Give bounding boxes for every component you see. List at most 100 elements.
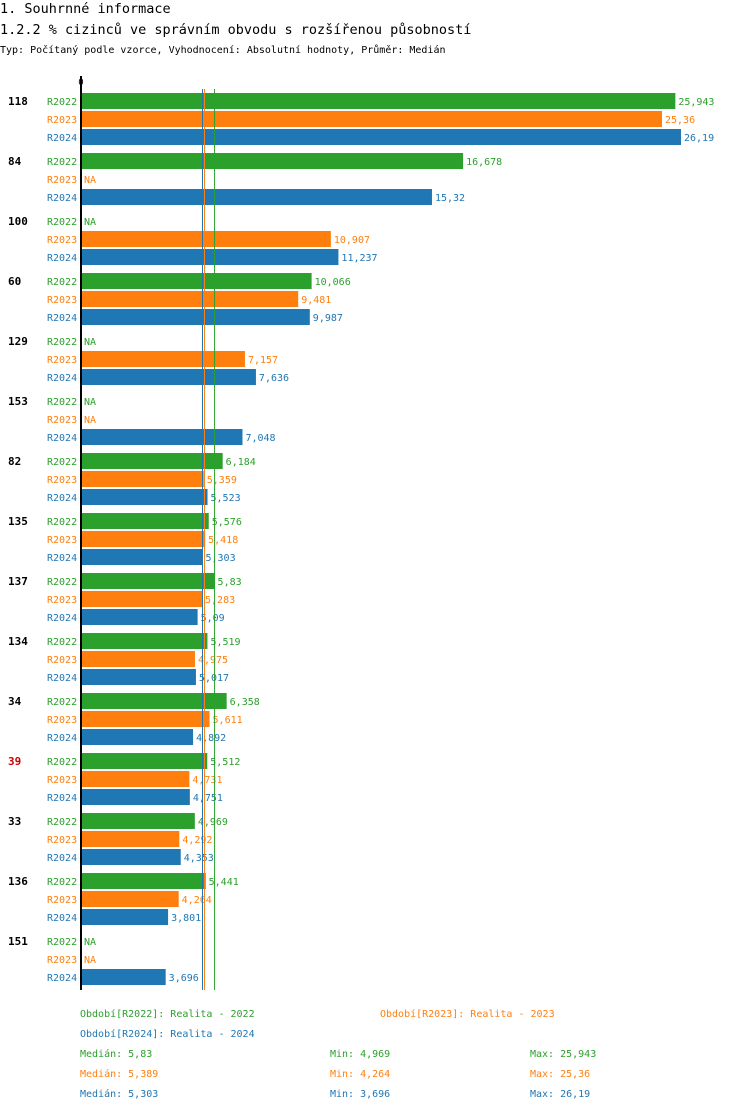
- stat-median-2023: Medián: 5,389: [80, 1069, 159, 1080]
- value-label-82-R2024: 5,523: [211, 493, 241, 504]
- series-label-129-R2022: R2022: [47, 337, 77, 348]
- value-label-33-R2024: 4,353: [184, 853, 214, 864]
- value-label-153-R2023: NA: [84, 415, 96, 426]
- bar-34-R2022: [81, 693, 227, 709]
- bar-60-R2022: [81, 273, 312, 289]
- legend-period-2024: Období[R2024]: Realita - 2024: [80, 1029, 255, 1040]
- bar-135-R2024: [81, 549, 203, 565]
- series-label-84-R2023: R2023: [47, 175, 77, 186]
- value-label-60-R2022: 10,066: [315, 277, 351, 288]
- value-label-118-R2023: 25,36: [665, 115, 695, 126]
- category-label-135: 135: [8, 515, 28, 528]
- bar-135-R2022: [81, 513, 209, 529]
- bar-151-R2024: [81, 969, 166, 985]
- category-label-100: 100: [8, 215, 28, 228]
- bar-33-R2024: [81, 849, 181, 865]
- category-label-33: 33: [8, 815, 21, 828]
- value-label-34-R2024: 4,892: [196, 733, 226, 744]
- value-label-82-R2023: 5,359: [207, 475, 237, 486]
- series-label-118-R2023: R2023: [47, 115, 77, 126]
- category-label-129: 129: [8, 335, 28, 348]
- value-label-39-R2023: 4,731: [192, 775, 222, 786]
- value-label-118-R2024: 26,19: [684, 133, 714, 144]
- category-label-39: 39: [8, 755, 21, 768]
- series-label-33-R2023: R2023: [47, 835, 77, 846]
- series-label-136-R2022: R2022: [47, 877, 77, 888]
- bar-84-R2024: [81, 189, 432, 205]
- bar-137-R2024: [81, 609, 198, 625]
- bar-33-R2023: [81, 831, 180, 847]
- chart-meta: Typ: Počítaný podle vzorce, Vyhodnocení:…: [0, 45, 446, 56]
- bar-82-R2023: [81, 471, 204, 487]
- series-label-153-R2024: R2024: [47, 433, 77, 444]
- series-label-135-R2022: R2022: [47, 517, 77, 528]
- series-label-60-R2023: R2023: [47, 295, 77, 306]
- value-label-136-R2024: 3,801: [171, 913, 201, 924]
- bar-100-R2023: [81, 231, 331, 247]
- series-label-60-R2022: R2022: [47, 277, 77, 288]
- series-label-118-R2024: R2024: [47, 133, 77, 144]
- value-label-135-R2024: 5,303: [205, 553, 235, 564]
- series-label-100-R2022: R2022: [47, 217, 77, 228]
- category-label-60: 60: [8, 275, 21, 288]
- value-label-84-R2022: 16,678: [466, 157, 502, 168]
- category-label-137: 137: [8, 575, 28, 588]
- series-label-100-R2023: R2023: [47, 235, 77, 246]
- value-label-137-R2022: 5,83: [218, 577, 242, 588]
- value-label-153-R2024: 7,048: [245, 433, 275, 444]
- series-label-137-R2022: R2022: [47, 577, 77, 588]
- bar-39-R2024: [81, 789, 190, 805]
- value-label-100-R2024: 11,237: [341, 253, 377, 264]
- value-label-137-R2023: 5,283: [205, 595, 235, 606]
- series-label-137-R2024: R2024: [47, 613, 77, 624]
- stat-max-2022: Max: 25,943: [530, 1049, 597, 1060]
- bar-100-R2024: [81, 249, 339, 265]
- value-label-151-R2023: NA: [84, 955, 96, 966]
- value-label-84-R2023: NA: [84, 175, 96, 186]
- bar-33-R2022: [81, 813, 195, 829]
- bar-39-R2023: [81, 771, 190, 787]
- value-label-60-R2024: 9,987: [313, 313, 343, 324]
- series-label-39-R2023: R2023: [47, 775, 77, 786]
- value-label-135-R2023: 5,418: [208, 535, 238, 546]
- series-label-134-R2024: R2024: [47, 673, 77, 684]
- bar-82-R2022: [81, 453, 223, 469]
- stat-min-2022: Min: 4,969: [330, 1049, 391, 1060]
- bar-118-R2022: [81, 93, 676, 109]
- category-label-136: 136: [8, 875, 28, 888]
- bar-137-R2022: [81, 573, 215, 589]
- value-label-135-R2022: 5,576: [212, 517, 242, 528]
- bar-84-R2022: [81, 153, 464, 169]
- bar-153-R2024: [81, 429, 243, 445]
- bar-39-R2022: [81, 753, 208, 769]
- bar-60-R2023: [81, 291, 299, 307]
- stat-max-2023: Max: 25,36: [530, 1069, 591, 1080]
- category-label-151: 151: [8, 935, 28, 948]
- bar-34-R2023: [81, 711, 210, 727]
- series-label-137-R2023: R2023: [47, 595, 77, 606]
- series-label-84-R2022: R2022: [47, 157, 77, 168]
- series-label-134-R2022: R2022: [47, 637, 77, 648]
- series-label-100-R2024: R2024: [47, 253, 77, 264]
- series-label-136-R2024: R2024: [47, 913, 77, 924]
- bar-136-R2022: [81, 873, 206, 889]
- bar-34-R2024: [81, 729, 194, 745]
- bar-129-R2023: [81, 351, 245, 367]
- value-label-34-R2022: 6,358: [230, 697, 260, 708]
- value-label-129-R2023: 7,157: [248, 355, 278, 366]
- value-label-136-R2023: 4,264: [182, 895, 212, 906]
- stat-min-2023: Min: 4,264: [330, 1069, 391, 1080]
- bar-129-R2024: [81, 369, 256, 385]
- series-label-153-R2023: R2023: [47, 415, 77, 426]
- stat-max-2024: Max: 26,19: [530, 1089, 591, 1100]
- series-label-134-R2023: R2023: [47, 655, 77, 666]
- value-label-84-R2024: 15,32: [435, 193, 465, 204]
- bar-134-R2024: [81, 669, 196, 685]
- value-label-151-R2024: 3,696: [169, 973, 199, 984]
- stat-min-2024: Min: 3,696: [330, 1089, 391, 1100]
- series-label-82-R2024: R2024: [47, 493, 77, 504]
- value-label-153-R2022: NA: [84, 397, 96, 408]
- value-label-60-R2023: 9,481: [301, 295, 331, 306]
- series-label-82-R2023: R2023: [47, 475, 77, 486]
- value-label-33-R2023: 4,292: [182, 835, 212, 846]
